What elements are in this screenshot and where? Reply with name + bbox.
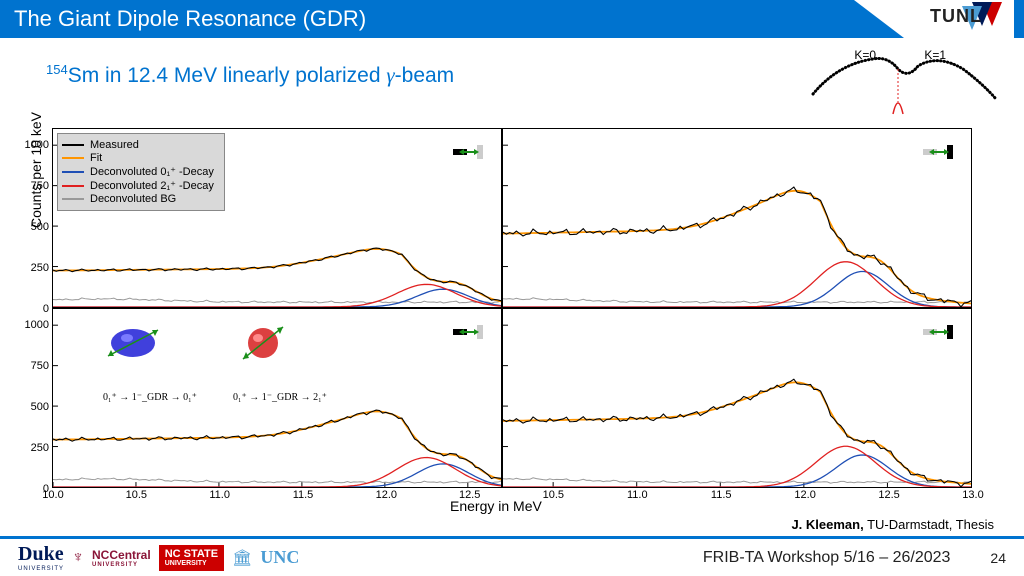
xtick: 12.5 — [878, 489, 899, 501]
nucleus-prolate: 0₁⁺ → 1⁻_GDR → 2₁⁺ — [233, 321, 327, 403]
xtick: 12.0 — [376, 489, 397, 501]
k1-label: K=1 — [924, 48, 946, 62]
detector-icon — [447, 135, 493, 169]
xtick: 10.5 — [126, 489, 147, 501]
xtick: 11.5 — [711, 489, 732, 501]
xtick: 11.0 — [627, 489, 648, 501]
xtick: 11.0 — [209, 489, 230, 501]
subtitle-text: in 12.4 MeV linearly polarized — [99, 64, 386, 87]
xtick: 10.5 — [543, 489, 564, 501]
plot-grid: 02505007501000 MeasuredFitDeconvoluted 0… — [52, 128, 972, 508]
panel-tr — [502, 128, 972, 308]
element: Sm — [68, 64, 100, 87]
credit-name: J. Kleeman, — [791, 517, 863, 532]
xtick: 12.0 — [794, 489, 815, 501]
footer-logos: Duke UNIVERSITY ♆ NCCentral UNIVERSITY N… — [18, 543, 299, 572]
panel-tl: 02505007501000 MeasuredFitDeconvoluted 0… — [52, 128, 502, 308]
nccu-icon: ♆ — [72, 549, 84, 567]
y-axis-label: Counts per 10 keV — [28, 112, 44, 228]
nccu-logo: NCCentral UNIVERSITY — [92, 548, 151, 568]
slide-title: The Giant Dipole Resonance (GDR) — [14, 6, 366, 32]
ytick: 0 — [43, 303, 49, 315]
subtitle-tail: -beam — [395, 64, 455, 87]
detector-icon — [917, 315, 963, 349]
duke-logo: Duke UNIVERSITY — [18, 543, 64, 572]
ncstate-logo: NC STATE UNIVERSITY — [159, 545, 224, 571]
ytick: 500 — [31, 221, 49, 233]
ytick: 500 — [31, 401, 49, 413]
page-number: 24 — [990, 550, 1006, 566]
ytick: 250 — [31, 442, 49, 454]
workshop-text: FRIB-TA Workshop 5/16 – 26/2023 — [703, 549, 951, 567]
xtick: 13.0 — [962, 489, 983, 501]
ytick: 1000 — [25, 319, 49, 331]
xtick: 11.5 — [293, 489, 314, 501]
mass-number: 154 — [46, 62, 68, 77]
unc-logo: UNC — [260, 547, 299, 568]
tunl-logo-text: TUNL — [930, 6, 982, 27]
xtick: 12.5 — [459, 489, 480, 501]
ytick: 750 — [31, 180, 49, 192]
panel-br: 10.511.011.512.012.513.0 — [502, 308, 972, 488]
k-mode-sketch — [808, 44, 998, 124]
unc-icon: 🏛 — [232, 548, 252, 568]
panel-bl: 0250500750100010.010.511.011.512.012.5 0… — [52, 308, 502, 488]
xtick: 10.0 — [42, 489, 63, 501]
nucleus-oblate: 0₁⁺ → 1⁻_GDR → 0₁⁺ — [103, 321, 197, 403]
k0-label: K=0 — [854, 48, 876, 62]
detector-icon — [447, 315, 493, 349]
credit-affil: TU-Darmstadt, Thesis — [864, 517, 994, 532]
ytick: 250 — [31, 262, 49, 274]
logo-corner: TUNL — [864, 0, 1024, 38]
detector-icon — [917, 135, 963, 169]
ytick: 750 — [31, 360, 49, 372]
footer-right: FRIB-TA Workshop 5/16 – 26/2023 24 — [703, 549, 1006, 567]
gamma-symbol: γ — [386, 63, 394, 87]
legend-box: MeasuredFitDeconvoluted 0₁⁺ -DecayDeconv… — [57, 133, 225, 211]
credit-line: J. Kleeman, TU-Darmstadt, Thesis — [791, 517, 994, 532]
ytick: 1000 — [25, 139, 49, 151]
footer-bar: Duke UNIVERSITY ♆ NCCentral UNIVERSITY N… — [0, 536, 1024, 576]
